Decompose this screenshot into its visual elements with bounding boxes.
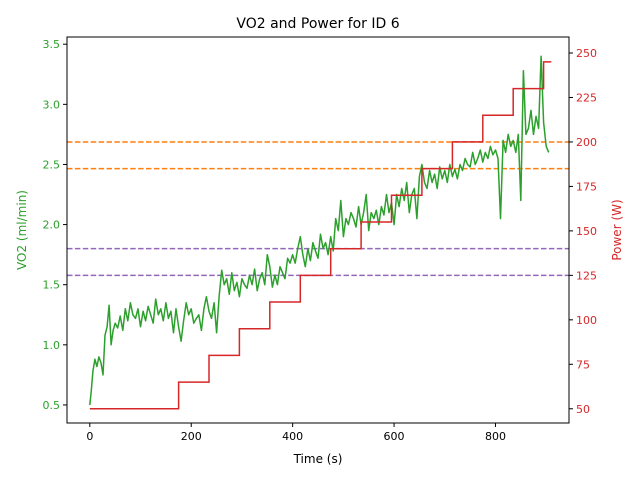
x-axis-label: Time (s) (293, 452, 343, 466)
power-series-line (89, 61, 552, 410)
y-right-tick-label: 150 (576, 225, 597, 238)
x-tick-label: 600 (384, 430, 405, 443)
y-left-tick-label: 3.5 (43, 38, 61, 51)
y-left-axis-ticks: 0.5 1.0 1.5 2.0 2.5 3.0 3.5 (43, 38, 67, 412)
y-left-tick-label: 1.0 (43, 339, 61, 352)
plot-area (67, 55, 569, 410)
y-right-axis-label: Power (W) (610, 199, 624, 260)
y-right-tick-label: 100 (576, 314, 597, 327)
x-tick-label: 0 (86, 430, 93, 443)
y-left-axis-label: VO2 (ml/min) (15, 190, 29, 270)
y-left-tick-label: 2.0 (43, 219, 61, 232)
y-right-tick-label: 50 (576, 403, 590, 416)
plot-frame (66, 36, 570, 424)
x-tick-label: 400 (282, 430, 303, 443)
y-right-axis-ticks: 50 75 100 125 150 175 200 225 250 (569, 47, 597, 416)
y-right-tick-label: 200 (576, 136, 597, 149)
y-left-tick-label: 0.5 (43, 399, 61, 412)
chart-title: VO2 and Power for ID 6 (236, 16, 399, 32)
x-axis-ticks: 0 200 400 600 800 (86, 423, 506, 443)
y-right-tick-label: 225 (576, 91, 597, 104)
vo2-series-line (89, 55, 550, 406)
y-right-tick-label: 175 (576, 180, 597, 193)
y-right-tick-label: 250 (576, 47, 597, 60)
y-left-tick-label: 3.0 (43, 98, 61, 111)
x-tick-label: 800 (485, 430, 506, 443)
y-left-tick-label: 2.5 (43, 158, 61, 171)
y-left-tick-label: 1.5 (43, 279, 61, 292)
y-right-tick-label: 125 (576, 269, 597, 282)
x-tick-label: 200 (181, 430, 202, 443)
y-right-tick-label: 75 (576, 358, 590, 371)
